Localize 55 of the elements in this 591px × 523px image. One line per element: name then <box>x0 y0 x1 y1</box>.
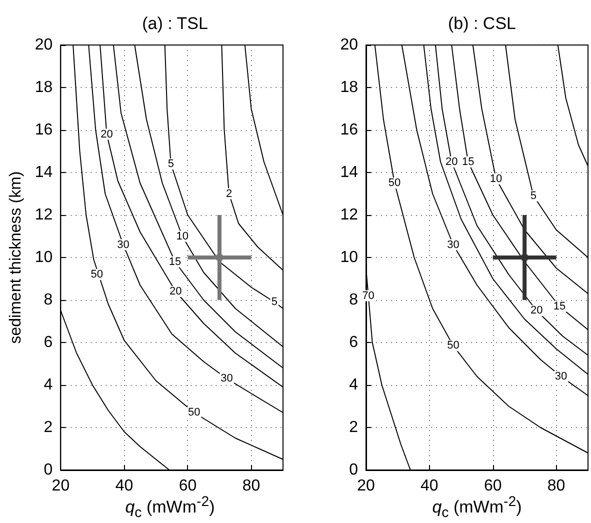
annotation: 30 <box>220 372 233 385</box>
y-tick-label: 20 <box>34 36 53 54</box>
x-tick-label: 40 <box>115 478 134 494</box>
y-tick-label: 8 <box>44 292 53 308</box>
y-tick-label: 6 <box>349 334 358 351</box>
y-tick-label: 18 <box>34 79 53 96</box>
x-axis-title: q$_{c}$ (mWm$^{-2}$) <box>431 494 523 521</box>
x-tick-label: 60 <box>484 478 502 494</box>
annotation: 5 <box>271 296 278 308</box>
annotation: 50 <box>90 268 104 280</box>
annotation: 70 <box>362 290 374 302</box>
annotation: 2 <box>226 188 232 200</box>
y-tick-label: 12 <box>340 206 358 224</box>
annotation: 15 <box>462 156 474 168</box>
x-axis-title: q$_{c}$ (mWm$^{-2}$) <box>124 494 216 521</box>
annotation: 15 <box>553 300 566 312</box>
y-tick-label: 14 <box>34 164 53 181</box>
y-tick-label: 12 <box>34 206 53 224</box>
annotation: 10 <box>490 172 502 185</box>
y-tick-label: 10 <box>340 249 358 266</box>
y-tick-label: 16 <box>34 122 53 138</box>
y-tick-label: 14 <box>340 164 358 181</box>
y-tick-label: 10 <box>34 249 53 266</box>
annotation: 10 <box>176 230 188 242</box>
x-tick-label: 80 <box>242 478 260 494</box>
annotation: 15 <box>168 256 182 268</box>
x-tick-label: 80 <box>547 478 566 494</box>
annotation: 20 <box>446 156 458 168</box>
x-tick-label: 40 <box>420 478 438 494</box>
y-tick-label: 0 <box>349 462 358 478</box>
y-tick-label: 4 <box>349 376 358 394</box>
annotation: 30 <box>554 370 568 382</box>
y-tick-label: 8 <box>349 292 358 308</box>
annotation: 50 <box>188 406 200 419</box>
y-tick-label: 2 <box>44 419 53 436</box>
annotation: 30 <box>447 238 460 251</box>
y-tick-label: 2 <box>349 419 358 436</box>
annotation: 5 <box>168 158 174 170</box>
x-tick-label: 60 <box>178 478 197 494</box>
chart-title: (a) : TSL <box>142 14 208 33</box>
annotation: 50 <box>447 340 460 352</box>
annotation: 20 <box>170 286 182 298</box>
y-tick-label: 20 <box>340 36 358 54</box>
annotation: 30 <box>117 238 130 251</box>
annotation: 5 <box>530 190 537 202</box>
annotation: 20 <box>100 128 113 140</box>
y-tick-label: 6 <box>44 334 53 351</box>
y-axis-title: sediment thickness (km) <box>8 171 24 344</box>
y-tick-label: 0 <box>44 462 53 478</box>
y-tick-label: 16 <box>340 122 358 138</box>
annotation: 20 <box>530 304 543 317</box>
chart-title: (b) : CSL <box>448 14 516 33</box>
y-tick-label: 4 <box>44 376 53 394</box>
annotation: 50 <box>388 177 401 190</box>
y-tick-label: 18 <box>340 79 358 96</box>
